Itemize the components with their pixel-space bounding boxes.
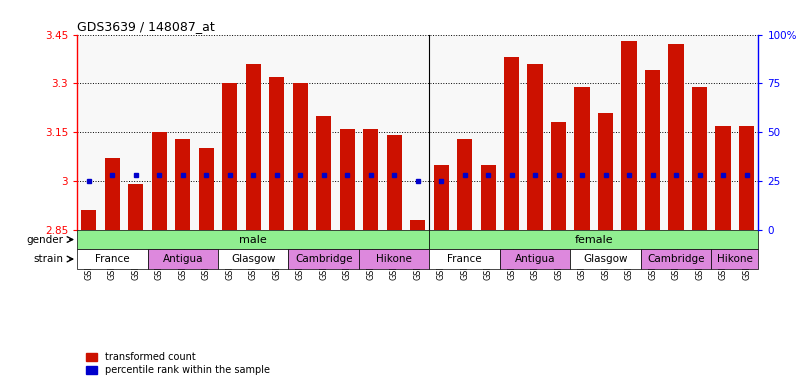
Bar [500,249,570,269]
Bar [77,230,429,249]
Text: France: France [95,254,130,264]
Bar [574,87,590,230]
Bar [293,83,308,230]
Bar [598,113,613,230]
Bar [641,249,711,269]
Bar [175,139,191,230]
Bar [668,44,684,230]
Bar [621,41,637,230]
Text: Cambridge: Cambridge [647,254,705,264]
Text: Antigua: Antigua [162,254,203,264]
Text: strain: strain [33,254,63,264]
Bar [77,249,148,269]
Text: Cambridge: Cambridge [295,254,353,264]
Bar [246,64,261,230]
Bar [692,87,707,230]
Bar [429,249,500,269]
Bar [105,158,120,230]
Bar [363,129,378,230]
Bar [527,64,543,230]
Bar [387,136,401,230]
Text: GDS3639 / 148087_at: GDS3639 / 148087_at [77,20,215,33]
Legend: transformed count, percentile rank within the sample: transformed count, percentile rank withi… [82,348,274,379]
Bar [269,77,285,230]
Text: gender: gender [27,235,63,245]
Bar [480,165,496,230]
Bar [359,249,429,269]
Bar [434,165,448,230]
Bar [551,122,566,230]
Bar [645,70,660,230]
Bar [128,184,144,230]
Text: Hikone: Hikone [717,254,753,264]
Bar [222,83,238,230]
Bar [289,249,359,269]
Bar [457,139,472,230]
Text: Hikone: Hikone [376,254,412,264]
Bar [81,210,97,230]
Text: female: female [574,235,613,245]
Bar [570,249,641,269]
Text: Glasgow: Glasgow [231,254,276,264]
Bar [218,249,289,269]
Text: Antigua: Antigua [515,254,556,264]
Bar [152,132,167,230]
Text: Glasgow: Glasgow [583,254,628,264]
Bar [316,116,332,230]
Bar [711,249,758,269]
Bar [410,220,425,230]
Bar [199,149,214,230]
Bar [739,126,754,230]
Bar [148,249,218,269]
Bar [504,57,519,230]
Text: France: France [448,254,482,264]
Bar [429,230,758,249]
Text: male: male [239,235,267,245]
Bar [715,126,731,230]
Bar [340,129,355,230]
